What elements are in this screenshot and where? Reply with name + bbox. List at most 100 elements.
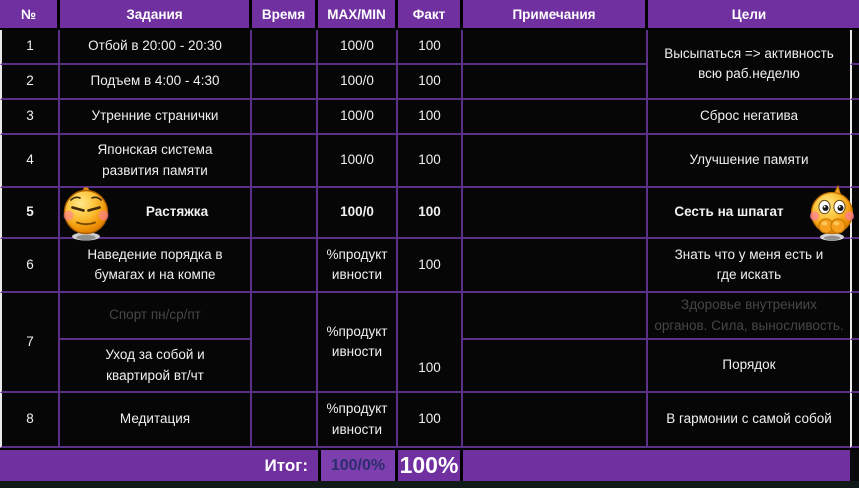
- cell-text: 100/0: [340, 152, 374, 168]
- cell-text: 100/0: [340, 108, 374, 124]
- row4-num-cell[interactable]: 4: [0, 135, 60, 188]
- row1-num-cell[interactable]: 1: [0, 30, 60, 65]
- row4-goal-cell[interactable]: Улучшение памяти: [648, 135, 850, 188]
- total-label-cell[interactable]: Итог:: [0, 448, 318, 481]
- row2-task-cell[interactable]: Подъем в 4:00 - 4:30: [60, 65, 252, 100]
- cell-text: Наведение порядка в бумагах и на компе: [87, 246, 223, 282]
- col-header-time-label: Время: [261, 6, 306, 22]
- row6-task-cell[interactable]: Наведение порядка в бумагах и на компе: [60, 239, 252, 293]
- row6-time-cell[interactable]: [252, 239, 318, 293]
- row7-maxmin-cell[interactable]: %продуктивности: [318, 293, 398, 393]
- row8-fact-cell[interactable]: 100: [398, 393, 463, 448]
- header-edge-sliver: [850, 0, 859, 30]
- cell-text: Сброс негатива: [699, 108, 799, 124]
- row8-goal-cell[interactable]: В гармонии с самой собой: [648, 393, 850, 448]
- row5-num-cell[interactable]: 5: [0, 188, 60, 239]
- row2-notes-cell[interactable]: [463, 65, 648, 100]
- cell-text: Улучшение памяти: [689, 152, 809, 168]
- col-header-notes-label: Примечания: [512, 6, 596, 22]
- cell-text: 5: [26, 204, 34, 220]
- row8-time-cell[interactable]: [252, 393, 318, 448]
- row7-task-b-cell[interactable]: Уход за собой и квартирой вт/чт: [60, 340, 252, 393]
- edge-sliver: [850, 135, 859, 188]
- col-header-num-label: №: [20, 6, 37, 22]
- col-header-tasks[interactable]: Задания: [60, 0, 252, 30]
- total-maxmin-cell[interactable]: 100/0%: [318, 448, 398, 481]
- col-header-fact[interactable]: Факт: [398, 0, 463, 30]
- row7-fact-cell[interactable]: 100: [398, 293, 463, 393]
- cell-text: 1: [26, 38, 34, 54]
- row1-2-goal-cell[interactable]: Высыпаться => активность всю раб.неделю: [648, 30, 850, 100]
- cell-text: Утренние странички: [91, 108, 219, 124]
- col-header-fact-label: Факт: [412, 6, 446, 22]
- cell-text: 100: [418, 256, 441, 272]
- row2-time-cell[interactable]: [252, 65, 318, 100]
- row6-num-cell[interactable]: 6: [0, 239, 60, 293]
- row5-maxmin-cell[interactable]: 100/0: [318, 188, 398, 239]
- cell-text: Отбой в 20:00 - 20:30: [88, 38, 222, 54]
- cell-text: Растяжка: [145, 204, 209, 220]
- row3-time-cell[interactable]: [252, 100, 318, 135]
- row4-time-cell[interactable]: [252, 135, 318, 188]
- cell-text: Знать что у меня есть и где искать: [674, 246, 824, 282]
- row1-notes-cell[interactable]: [463, 30, 648, 65]
- cell-text: Порядок: [722, 357, 776, 373]
- row7-notes-a-cell[interactable]: [463, 293, 648, 340]
- cell-text: Японская система развития памяти: [97, 142, 213, 178]
- col-header-notes[interactable]: Примечания: [463, 0, 648, 30]
- cell-text: 100: [418, 204, 441, 220]
- col-header-num[interactable]: №: [0, 0, 60, 30]
- row5-time-cell[interactable]: [252, 188, 318, 239]
- row6-fact-cell[interactable]: 100: [398, 239, 463, 293]
- total-fact-cell[interactable]: 100%: [398, 448, 463, 481]
- col-header-time[interactable]: Время: [252, 0, 318, 30]
- cell-text: 7: [26, 333, 34, 349]
- row7-goal-a-cell[interactable]: Здоровье внутрениих органов. Сила, вынос…: [648, 293, 850, 340]
- row7-goal-b-cell[interactable]: Порядок: [648, 340, 850, 393]
- row4-notes-cell[interactable]: [463, 135, 648, 188]
- cell-text: 100/0: [340, 38, 374, 54]
- row1-fact-cell[interactable]: 100: [398, 30, 463, 65]
- col-header-tasks-label: Задания: [126, 6, 183, 22]
- cell-text: 100: [418, 108, 441, 124]
- row1-time-cell[interactable]: [252, 30, 318, 65]
- cell-text: Уход за собой и квартирой вт/чт: [105, 347, 205, 383]
- row3-task-cell[interactable]: Утренние странички: [60, 100, 252, 135]
- surprised-hands-smiley-emoji: [806, 184, 858, 242]
- row1-task-cell[interactable]: Отбой в 20:00 - 20:30: [60, 30, 252, 65]
- row4-task-cell[interactable]: Японская система развития памяти: [60, 135, 252, 188]
- edge-sliver: [850, 393, 859, 448]
- row7-time-cell[interactable]: [252, 293, 318, 393]
- row6-goal-cell[interactable]: Знать что у меня есть и где искать: [648, 239, 850, 293]
- row3-num-cell[interactable]: 3: [0, 100, 60, 135]
- row2-fact-cell[interactable]: 100: [398, 65, 463, 100]
- row6-maxmin-cell[interactable]: %продуктивности: [318, 239, 398, 293]
- row8-maxmin-cell[interactable]: %продуктивности: [318, 393, 398, 448]
- row5-notes-cell[interactable]: [463, 188, 648, 239]
- row4-fact-cell[interactable]: 100: [398, 135, 463, 188]
- row7-num-cell[interactable]: 7: [0, 293, 60, 393]
- footer-empty-cell[interactable]: [463, 448, 850, 481]
- cell-text: 6: [26, 256, 34, 272]
- row7-notes-b-cell[interactable]: [463, 340, 648, 393]
- cell-text: Сесть на шпагат: [674, 204, 784, 220]
- row5-fact-cell[interactable]: 100: [398, 188, 463, 239]
- row3-goal-cell[interactable]: Сброс негатива: [648, 100, 850, 135]
- cell-text: Здоровье внутрениих органов. Сила, вынос…: [654, 297, 844, 333]
- row3-notes-cell[interactable]: [463, 100, 648, 135]
- row1-maxmin-cell[interactable]: 100/0: [318, 30, 398, 65]
- col-header-maxmin[interactable]: MAX/MIN: [318, 0, 398, 30]
- row4-maxmin-cell[interactable]: 100/0: [318, 135, 398, 188]
- row3-fact-cell[interactable]: 100: [398, 100, 463, 135]
- row2-num-cell[interactable]: 2: [0, 65, 60, 100]
- row8-num-cell[interactable]: 8: [0, 393, 60, 448]
- row2-maxmin-cell[interactable]: 100/0: [318, 65, 398, 100]
- row3-maxmin-cell[interactable]: 100/0: [318, 100, 398, 135]
- smug-smiley-emoji: [57, 186, 115, 241]
- cell-text: 3: [26, 108, 34, 124]
- col-header-goals[interactable]: Цели: [648, 0, 850, 30]
- row8-task-cell[interactable]: Медитация: [60, 393, 252, 448]
- row8-notes-cell[interactable]: [463, 393, 648, 448]
- row6-notes-cell[interactable]: [463, 239, 648, 293]
- row7-task-a-cell[interactable]: Спорт пн/ср/пт: [60, 293, 252, 340]
